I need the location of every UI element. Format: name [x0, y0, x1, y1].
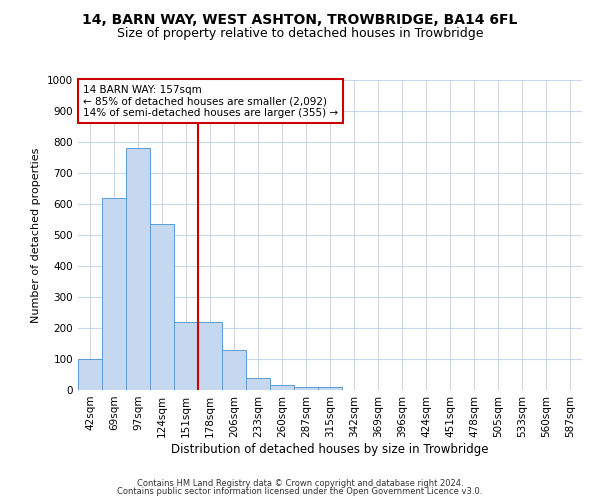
X-axis label: Distribution of detached houses by size in Trowbridge: Distribution of detached houses by size …: [171, 442, 489, 456]
Text: Contains public sector information licensed under the Open Government Licence v3: Contains public sector information licen…: [118, 487, 482, 496]
Bar: [102, 198, 126, 390]
Text: 14 BARN WAY: 157sqm
← 85% of detached houses are smaller (2,092)
14% of semi-det: 14 BARN WAY: 157sqm ← 85% of detached ho…: [83, 84, 338, 118]
Bar: [126, 148, 150, 390]
Text: Contains HM Land Registry data © Crown copyright and database right 2024.: Contains HM Land Registry data © Crown c…: [137, 478, 463, 488]
Bar: [222, 350, 246, 390]
Bar: [198, 322, 222, 390]
Bar: [270, 386, 294, 390]
Bar: [294, 387, 318, 390]
Text: 14, BARN WAY, WEST ASHTON, TROWBRIDGE, BA14 6FL: 14, BARN WAY, WEST ASHTON, TROWBRIDGE, B…: [82, 12, 518, 26]
Bar: [150, 224, 174, 390]
Text: Size of property relative to detached houses in Trowbridge: Size of property relative to detached ho…: [117, 28, 483, 40]
Y-axis label: Number of detached properties: Number of detached properties: [31, 148, 41, 322]
Bar: [174, 322, 198, 390]
Bar: [318, 387, 342, 390]
Bar: [246, 378, 270, 390]
Bar: [78, 359, 102, 390]
